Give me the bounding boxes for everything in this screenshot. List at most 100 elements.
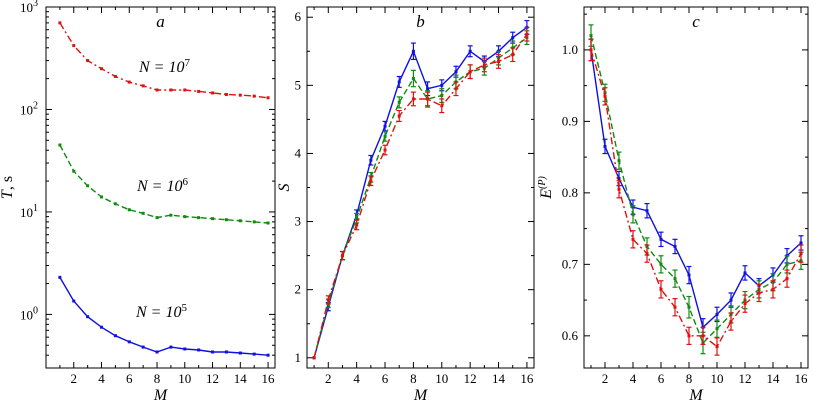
y-tick-label: 0.8 xyxy=(562,185,578,200)
series-line xyxy=(313,33,528,358)
x-tick-label: 8 xyxy=(410,371,417,386)
data-point xyxy=(100,195,104,199)
data-point xyxy=(127,208,131,212)
y-axis-label: T, s xyxy=(0,176,16,199)
x-tick-label: 2 xyxy=(602,371,609,386)
data-point xyxy=(141,84,145,88)
x-tick-label: 8 xyxy=(154,371,161,386)
x-tick-label: 16 xyxy=(262,371,276,386)
data-point xyxy=(252,94,256,98)
plot-frame xyxy=(583,6,809,369)
plot-frame xyxy=(45,6,276,369)
y-tick-label: 0.7 xyxy=(562,256,579,271)
data-point xyxy=(238,351,242,355)
data-point xyxy=(113,74,117,78)
data-point xyxy=(113,202,117,206)
data-point xyxy=(169,345,173,349)
series-label: N = 106 xyxy=(136,176,188,195)
x-tick-label: 12 xyxy=(739,371,752,386)
x-tick-label: 14 xyxy=(234,371,248,386)
data-point xyxy=(211,350,215,354)
data-point xyxy=(312,356,316,360)
x-tick-label: 14 xyxy=(767,371,781,386)
y-axis-label: S xyxy=(276,184,293,192)
series-label: N = 105 xyxy=(135,302,187,321)
data-point xyxy=(155,216,159,220)
x-tick-label: 4 xyxy=(630,371,637,386)
series-line xyxy=(59,277,269,356)
data-point xyxy=(197,89,201,93)
series-red: N = 107 xyxy=(58,21,270,100)
data-point xyxy=(224,218,228,222)
x-tick-label: 4 xyxy=(98,371,105,386)
series-green xyxy=(588,24,804,355)
data-point xyxy=(183,347,187,351)
x-axis-label: M xyxy=(688,387,704,404)
data-point xyxy=(197,216,201,220)
x-tick-label: 16 xyxy=(795,371,809,386)
data-point xyxy=(58,275,62,279)
data-point xyxy=(238,219,242,223)
data-point xyxy=(58,143,62,147)
data-point xyxy=(252,220,256,224)
x-tick-label: 14 xyxy=(492,371,506,386)
data-point xyxy=(197,348,201,352)
series-red xyxy=(588,38,804,356)
y-tick-label: 1.0 xyxy=(562,42,578,57)
data-point xyxy=(155,350,159,354)
y-tick-label: 103 xyxy=(20,0,38,15)
y-axis-label: E(P) xyxy=(537,176,555,200)
series-green: N = 106 xyxy=(58,143,270,225)
data-point xyxy=(86,184,90,188)
y-tick-label: 0.6 xyxy=(562,328,579,343)
series-blue: N = 105 xyxy=(58,275,270,357)
data-point xyxy=(72,169,76,173)
data-point xyxy=(224,350,228,354)
x-tick-label: 8 xyxy=(686,371,693,386)
panel-a: 2 4 6 8 10 12 14 16 100 101 102 103 a M T, s N = 107 N =… xyxy=(0,0,276,404)
y-tick-label: 102 xyxy=(20,100,38,117)
x-tick-label: 12 xyxy=(206,371,219,386)
data-point xyxy=(100,67,104,71)
series-blue xyxy=(588,38,804,337)
x-tick-label: 12 xyxy=(464,371,477,386)
x-tick-label: 4 xyxy=(353,371,360,386)
data-point xyxy=(72,299,76,303)
data-point xyxy=(183,88,187,92)
data-point xyxy=(266,96,270,100)
data-point xyxy=(211,217,215,221)
y-tick-label: 6 xyxy=(295,9,302,24)
x-tick-label: 10 xyxy=(435,371,448,386)
data-point xyxy=(183,215,187,219)
y-tick-label: 3 xyxy=(295,214,302,229)
series-line xyxy=(590,49,802,329)
data-point xyxy=(127,340,131,344)
series-line xyxy=(59,22,269,99)
series-blue xyxy=(312,20,530,360)
series-line xyxy=(59,144,269,224)
data-point xyxy=(224,92,228,96)
data-point xyxy=(238,93,242,97)
data-point xyxy=(169,88,173,92)
data-point xyxy=(155,88,159,92)
panel-title: c xyxy=(692,12,700,31)
series-red xyxy=(312,26,530,360)
series-line xyxy=(313,26,528,358)
series-line xyxy=(313,37,528,358)
data-point xyxy=(141,211,145,215)
data-point xyxy=(127,80,131,84)
data-point xyxy=(100,325,104,329)
data-point xyxy=(211,91,215,95)
y-tick-label: 2 xyxy=(295,282,302,297)
data-point xyxy=(266,353,270,357)
data-point xyxy=(86,59,90,63)
x-tick-label: 2 xyxy=(71,371,78,386)
x-tick-label: 6 xyxy=(658,371,665,386)
data-point xyxy=(86,315,90,319)
y-tick-label: 1 xyxy=(295,350,302,365)
y-tick-label: 5 xyxy=(295,77,302,92)
x-tick-label: 16 xyxy=(520,371,534,386)
y-tick-label: 101 xyxy=(20,203,38,220)
